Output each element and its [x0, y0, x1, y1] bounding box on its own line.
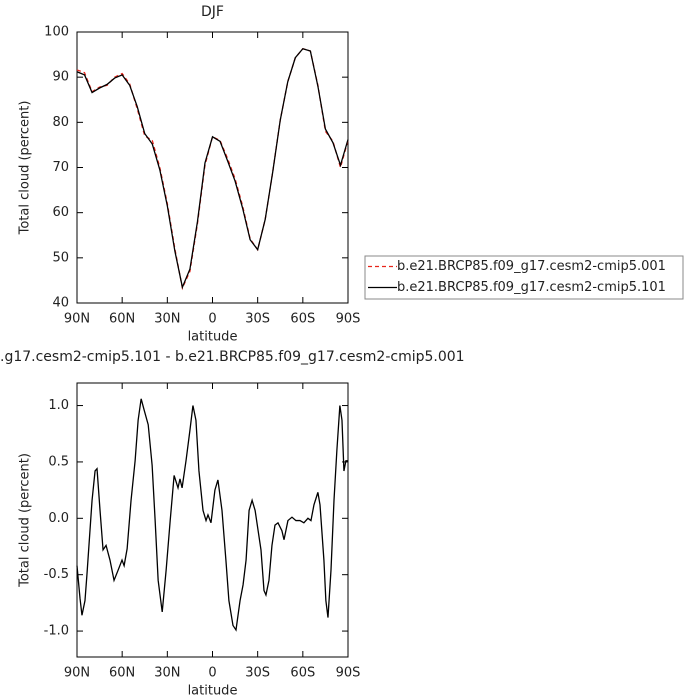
- plot-frame: [76, 382, 349, 658]
- legend-label: b.e21.BRCP85.f09_g17.cesm2-cmip5.001: [397, 259, 666, 274]
- x-tick-label: 90N: [64, 312, 90, 327]
- y-axis-label: Total cloud (percent): [18, 101, 33, 236]
- y-axis-label: Total cloud (percent): [18, 453, 33, 588]
- data-line: [76, 47, 349, 291]
- x-axis-label: latitude: [188, 330, 238, 345]
- y-tick-label: 70: [52, 160, 69, 175]
- y-tick-label: -0.5: [44, 567, 69, 582]
- x-tick-label: 0: [208, 666, 216, 681]
- x-tick-label: 60S: [290, 312, 315, 327]
- y-tick-label: 40: [52, 296, 69, 311]
- data-line: [76, 47, 349, 290]
- x-tick-label: 30N: [154, 312, 180, 327]
- y-tick-label: 80: [52, 115, 69, 130]
- x-tick-label: 90S: [336, 666, 361, 681]
- chart-title: DJF: [201, 4, 224, 20]
- x-tick-label: 30S: [245, 666, 270, 681]
- x-axis-label: latitude: [188, 684, 238, 699]
- legend-box: [364, 255, 684, 300]
- y-tick-label: 0.0: [48, 511, 69, 526]
- chart-title: .g17.cesm2-cmip5.101 - b.e21.BRCP85.f09_…: [0, 349, 465, 365]
- y-tick-label: 0.5: [48, 454, 69, 469]
- x-tick-label: 30N: [154, 666, 180, 681]
- y-tick-label: 60: [52, 205, 69, 220]
- y-tick-label: 1.0: [48, 398, 69, 413]
- x-tick-label: 60N: [109, 666, 135, 681]
- x-tick-label: 30S: [245, 312, 270, 327]
- plot-frame: [76, 31, 349, 304]
- x-tick-label: 60S: [290, 666, 315, 681]
- y-tick-label: -1.0: [44, 624, 69, 639]
- x-tick-label: 90N: [64, 666, 90, 681]
- legend-label: b.e21.BRCP85.f09_g17.cesm2-cmip5.101: [397, 280, 666, 295]
- x-tick-label: 90S: [336, 312, 361, 327]
- y-tick-label: 90: [52, 70, 69, 85]
- data-line: [76, 398, 348, 632]
- y-tick-label: 50: [52, 250, 69, 265]
- y-tick-label: 100: [44, 25, 69, 40]
- x-tick-label: 0: [208, 312, 216, 327]
- x-tick-label: 60N: [109, 312, 135, 327]
